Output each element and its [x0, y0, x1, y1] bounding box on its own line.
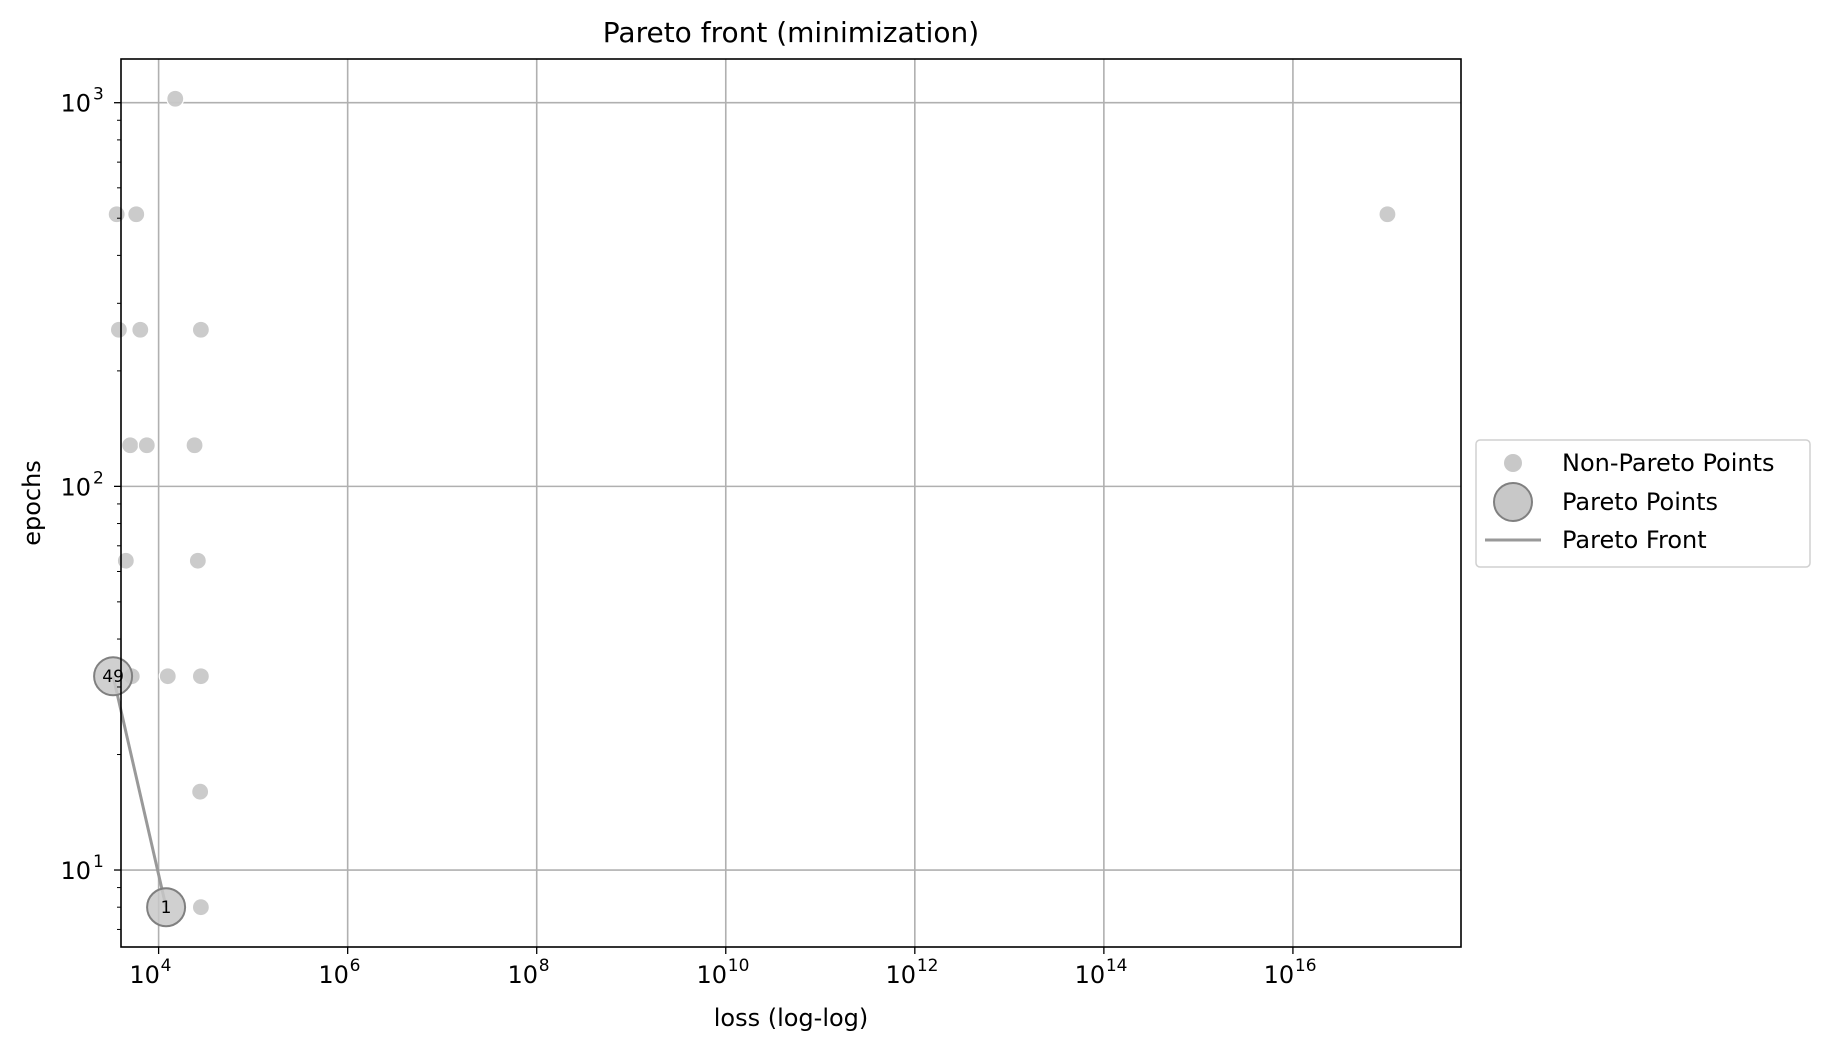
non-pareto-point: [1378, 205, 1397, 224]
x-tick-exponent: 6: [350, 956, 361, 976]
x-tick-exponent: 16: [1295, 956, 1317, 976]
non-pareto-point: [137, 436, 156, 455]
pareto-point: [93, 656, 134, 697]
x-tick-label: 10: [318, 961, 349, 989]
grid-lines: [121, 59, 1461, 947]
x-tick-label: 10: [886, 961, 917, 989]
data-points: 49 1: [93, 89, 1397, 928]
non-pareto-point: [191, 667, 210, 686]
non-pareto-point: [188, 551, 207, 570]
legend-marker-pareto: [1493, 482, 1533, 522]
y-tick-label: 10: [60, 857, 91, 885]
non-pareto-point: [158, 667, 177, 686]
x-tick-base: 10: [696, 961, 727, 989]
non-pareto-point: [131, 320, 150, 339]
non-pareto-point: [191, 320, 210, 339]
x-axis-label: loss (log-log): [714, 1004, 869, 1032]
x-tick-label: 10: [507, 961, 538, 989]
non-pareto-point: [107, 205, 126, 224]
plot-frame: [120, 58, 1462, 948]
x-tick-label: 10: [129, 961, 160, 989]
pareto-point: [146, 887, 187, 928]
y-tick-exponent: 2: [93, 468, 104, 488]
non-pareto-point: [166, 89, 185, 108]
legend-label-non-pareto: Non-Pareto Points: [1562, 449, 1775, 477]
non-pareto-point: [127, 205, 146, 224]
x-tick-exponent: 10: [728, 956, 750, 976]
non-pareto-point: [109, 320, 128, 339]
y-tick-label: 10: [60, 90, 91, 118]
x-tick-base: 10: [129, 961, 160, 989]
x-tick-base: 10: [507, 961, 538, 989]
legend-label-front: Pareto Front: [1562, 526, 1707, 554]
non-pareto-point: [191, 782, 210, 801]
x-tick-base: 10: [318, 961, 349, 989]
x-tick-exponent: 14: [1106, 956, 1128, 976]
x-tick-base: 10: [1264, 961, 1295, 989]
legend-box: [1475, 439, 1811, 568]
legend-label-pareto: Pareto Points: [1562, 488, 1718, 516]
pareto-point-label: 49: [102, 667, 124, 687]
non-pareto-point: [185, 436, 204, 455]
y-tick-exponent: 3: [93, 85, 104, 105]
non-pareto-point: [116, 551, 135, 570]
chart-title: Pareto front (minimization): [603, 16, 979, 49]
pareto-front-line: [111, 675, 168, 908]
y-axis-label: epochs: [18, 460, 46, 546]
y-tick-label: 10: [60, 473, 91, 501]
x-tick-exponent: 8: [539, 956, 550, 976]
non-pareto-point: [121, 436, 140, 455]
x-tick-exponent: 12: [917, 956, 939, 976]
non-pareto-point: [191, 898, 210, 917]
x-tick-label: 10: [1075, 961, 1106, 989]
x-tick-label: 10: [1264, 961, 1295, 989]
x-tick-base: 10: [1075, 961, 1106, 989]
x-axis-ticks: 10 4 10 6 10 8 10 10 10 12 10 14 10 16: [129, 947, 1317, 989]
pareto-point-label: 1: [161, 898, 172, 918]
pareto-front-segment: [111, 675, 168, 908]
legend: Non-Pareto Points Pareto Points Pareto F…: [1475, 439, 1811, 568]
x-tick-label: 10: [696, 961, 727, 989]
y-tick-exponent: 1: [93, 852, 104, 872]
legend-marker-non-pareto: [1504, 454, 1522, 472]
x-tick-base: 10: [886, 961, 917, 989]
x-tick-exponent: 4: [161, 956, 172, 976]
